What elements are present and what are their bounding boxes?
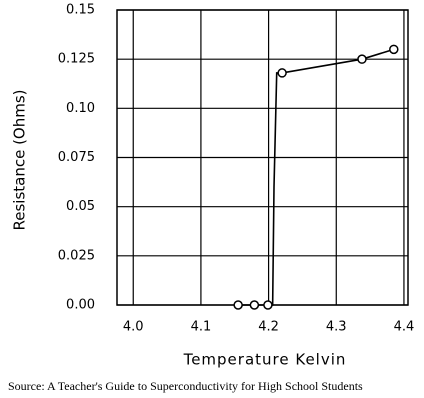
- y-tick-label: 0.075: [58, 150, 95, 165]
- y-tick-label: 0.15: [66, 3, 95, 18]
- data-point: [233, 300, 243, 310]
- data-point: [249, 300, 260, 310]
- y-tick-label: 0.025: [58, 248, 95, 263]
- x-tick-label: 4.0: [123, 320, 144, 335]
- data-point: [389, 44, 399, 55]
- y-tick-label: 0.10: [66, 101, 95, 116]
- data-point: [277, 68, 287, 78]
- y-tick-label: 0.00: [66, 298, 95, 313]
- x-tick-label: 4.3: [326, 320, 347, 335]
- y-tick-label: 0.125: [58, 52, 95, 67]
- data-point: [263, 300, 273, 310]
- source: Source: A Teacher's Guide to Superconduc…: [8, 379, 363, 393]
- x-tick-label: 4.4: [394, 320, 415, 335]
- x-tick-label: 4.1: [191, 320, 212, 335]
- x-axis-label: Temperature Kelvin: [183, 351, 347, 369]
- data-point: [357, 54, 367, 64]
- y-tick-label: 0.05: [66, 199, 95, 214]
- x-tick-label: 4.2: [258, 320, 279, 335]
- data-line: [238, 48, 395, 306]
- y-axis-label: Resistance (Ohms): [11, 89, 29, 230]
